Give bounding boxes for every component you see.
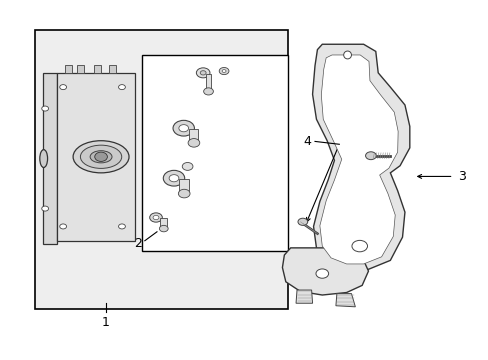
Circle shape bbox=[41, 106, 48, 111]
Bar bbox=[57, 73, 135, 241]
Circle shape bbox=[179, 125, 188, 132]
Ellipse shape bbox=[73, 141, 129, 173]
Polygon shape bbox=[312, 44, 409, 269]
Circle shape bbox=[297, 218, 307, 225]
Circle shape bbox=[153, 215, 159, 220]
Circle shape bbox=[173, 120, 194, 136]
Circle shape bbox=[118, 224, 125, 229]
Circle shape bbox=[60, 224, 66, 229]
Circle shape bbox=[41, 206, 48, 211]
Circle shape bbox=[365, 152, 375, 159]
Bar bbox=[77, 65, 84, 73]
Circle shape bbox=[203, 88, 213, 95]
Circle shape bbox=[149, 213, 162, 222]
Polygon shape bbox=[335, 294, 355, 307]
Circle shape bbox=[351, 240, 367, 252]
Circle shape bbox=[315, 269, 328, 278]
Text: 2: 2 bbox=[134, 237, 142, 250]
Bar bbox=[188, 129, 198, 143]
Ellipse shape bbox=[40, 150, 47, 167]
Circle shape bbox=[219, 67, 228, 75]
Circle shape bbox=[182, 162, 193, 170]
Polygon shape bbox=[42, 73, 57, 244]
Circle shape bbox=[95, 152, 107, 161]
Ellipse shape bbox=[343, 51, 351, 59]
Text: 4: 4 bbox=[303, 135, 311, 148]
Bar bbox=[35, 30, 287, 309]
Circle shape bbox=[159, 225, 168, 232]
Circle shape bbox=[178, 189, 190, 198]
Circle shape bbox=[222, 69, 225, 72]
Circle shape bbox=[60, 85, 66, 90]
Circle shape bbox=[200, 71, 205, 75]
Circle shape bbox=[188, 139, 200, 147]
Bar bbox=[205, 74, 211, 91]
Bar bbox=[94, 65, 101, 73]
Text: 3: 3 bbox=[458, 170, 466, 183]
Polygon shape bbox=[319, 55, 397, 264]
Polygon shape bbox=[295, 290, 312, 303]
Ellipse shape bbox=[80, 145, 122, 168]
Text: 1: 1 bbox=[102, 316, 110, 329]
Bar bbox=[142, 55, 287, 251]
Bar bbox=[109, 65, 116, 73]
Circle shape bbox=[196, 68, 209, 78]
Circle shape bbox=[118, 85, 125, 90]
Bar bbox=[179, 179, 188, 193]
Ellipse shape bbox=[90, 151, 112, 163]
Bar bbox=[160, 218, 167, 228]
Polygon shape bbox=[282, 248, 368, 295]
Bar bbox=[65, 65, 72, 73]
Circle shape bbox=[163, 170, 184, 186]
Circle shape bbox=[169, 175, 179, 182]
